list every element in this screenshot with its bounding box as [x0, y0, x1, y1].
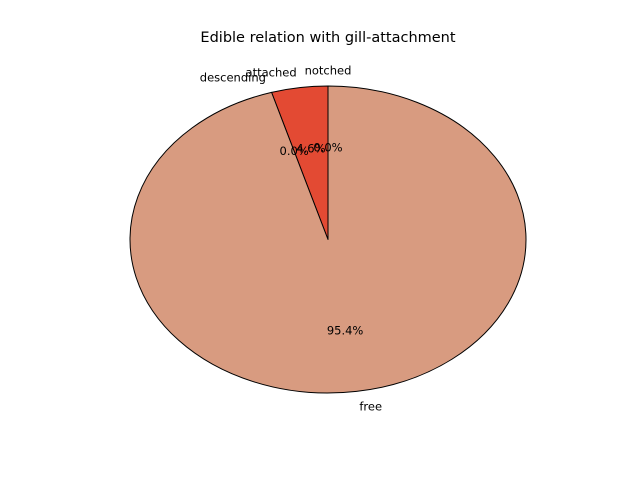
slice-label-free: free [359, 400, 382, 414]
slice-label-attached: attached [246, 65, 297, 79]
slice-percent-descending: 0.0% [280, 144, 309, 158]
slice-percent-free: 95.4% [327, 324, 364, 338]
slice-label-notched: notched [305, 64, 352, 78]
slice-percent-attached: 4.6% [296, 141, 325, 155]
pie-slices [129, 85, 527, 394]
pie-labels: attached 4.6% descending 0.0% free 95.4% notch… [200, 64, 382, 414]
chart-title: Edible relation with gill-attachment [200, 30, 455, 46]
slice-percent-notched: 0.0% [313, 140, 342, 154]
pie-slice-free [129, 85, 527, 394]
slice-label-descending: descending [200, 71, 266, 85]
